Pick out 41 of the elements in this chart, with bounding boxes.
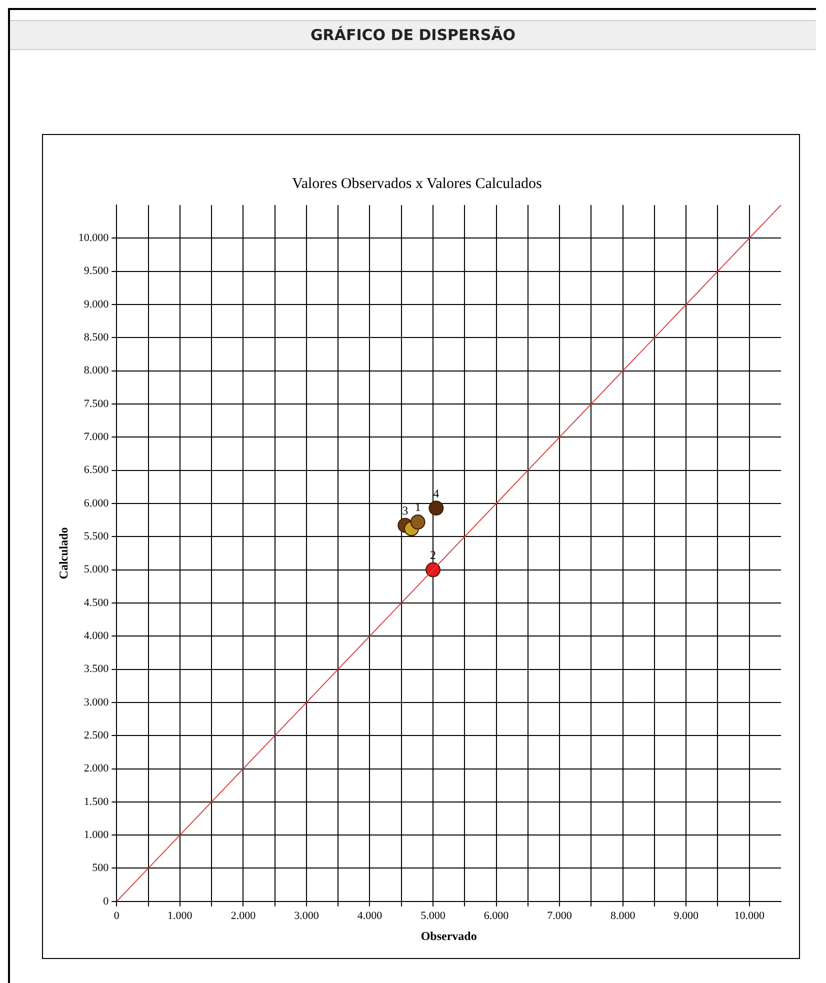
y-tick-label: 7.000: [84, 431, 110, 444]
y-tick-label: 4.000: [84, 630, 110, 642]
y-tick-label: 5.000: [84, 564, 110, 576]
y-tick-label: 6.000: [84, 497, 110, 510]
x-tick-label: 7.000: [547, 910, 572, 922]
x-tick-label: 0: [114, 910, 120, 922]
x-tick-label: 4.000: [357, 910, 383, 922]
y-tick-label: 8.500: [84, 332, 110, 344]
y-tick-label: 3.000: [84, 696, 110, 708]
series-label: 4: [433, 486, 440, 500]
x-tick-label: 6.000: [484, 910, 510, 922]
x-tick-label: 3.000: [294, 910, 320, 922]
x-tick-label: 8.000: [610, 910, 636, 922]
y-tick-label: 1.500: [84, 796, 110, 808]
x-tick-label: 10.000: [734, 910, 765, 922]
y-tick-label: 5.500: [84, 530, 110, 543]
y-tick-label: 500: [92, 862, 110, 874]
point: [426, 562, 441, 578]
x-tick-label: 5.000: [420, 910, 446, 922]
y-tick-label: 1.000: [84, 828, 110, 841]
y-axis-title: Calculado: [56, 527, 70, 580]
y-tick-label: 7.500: [84, 398, 110, 410]
x-tick-label: 2.000: [230, 910, 256, 922]
chart-subtitle: Valores Observados x Valores Calculados: [292, 176, 542, 192]
y-tick-label: 10.000: [78, 232, 110, 244]
y-tick-label: 4.500: [84, 596, 110, 609]
x-tick-label: 1.000: [168, 910, 193, 922]
point: [428, 500, 444, 516]
y-tick-label: 8.000: [84, 364, 110, 377]
y-tick-label: 0: [103, 895, 110, 908]
chart-title: GRÁFICO DE DISPERSÃO: [10, 20, 816, 50]
y-tick-label: 9.500: [84, 265, 110, 278]
x-tick-label: 9.000: [674, 910, 699, 922]
point: [410, 514, 426, 530]
series-label: 3: [402, 504, 408, 518]
y-tick-label: 9.000: [84, 298, 110, 310]
x-axis-title: Observado: [420, 928, 477, 943]
y-tick-label: 6.500: [84, 464, 110, 476]
y-tick-label: 3.500: [84, 663, 110, 676]
y-tick-label: 2.000: [84, 762, 110, 775]
y-tick-label: 2.500: [84, 729, 110, 742]
